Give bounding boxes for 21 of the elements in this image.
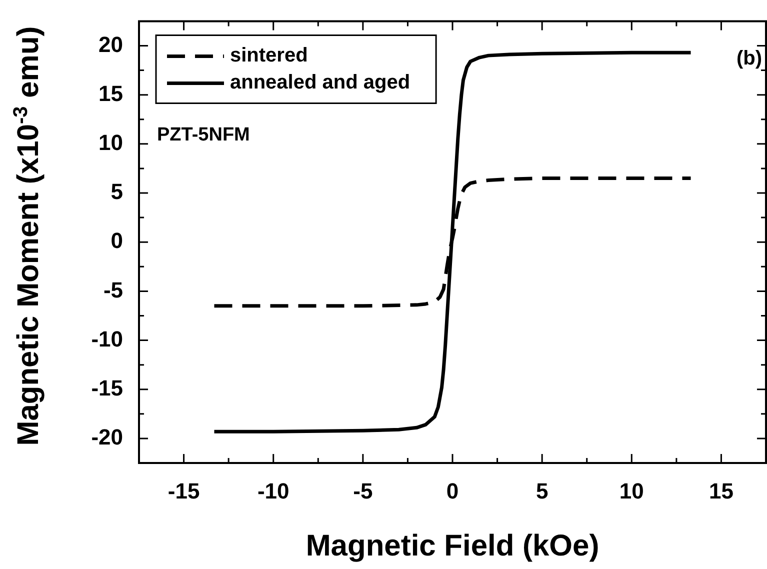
x-tick-label: -10 xyxy=(257,478,290,504)
y-tick-label: 5 xyxy=(110,179,123,204)
x-tick-label: -5 xyxy=(353,478,373,504)
x-tick-label: -15 xyxy=(168,478,200,504)
y-tick-label: 20 xyxy=(98,32,123,57)
y-tick-label: 0 xyxy=(110,228,123,254)
y-tick-label: 10 xyxy=(98,130,123,155)
legend-label: sintered xyxy=(230,44,308,67)
annotation: PZT-5NFM xyxy=(157,124,250,146)
legend-label: annealed and aged xyxy=(230,72,410,94)
x-tick-label: 15 xyxy=(708,478,734,504)
y-tick-label: 15 xyxy=(98,80,123,106)
y-tick-label: -20 xyxy=(91,424,123,450)
x-tick-label: 5 xyxy=(536,478,548,504)
annotation: (b) xyxy=(736,48,762,70)
y-tick-label: -15 xyxy=(91,375,123,400)
x-tick-label: 10 xyxy=(619,478,644,504)
y-tick-label: -10 xyxy=(91,326,123,352)
x-tick-label: 0 xyxy=(446,478,459,504)
x-axis-title: Magnetic Field (kOe) xyxy=(306,529,600,562)
y-tick-label: -5 xyxy=(103,277,123,302)
